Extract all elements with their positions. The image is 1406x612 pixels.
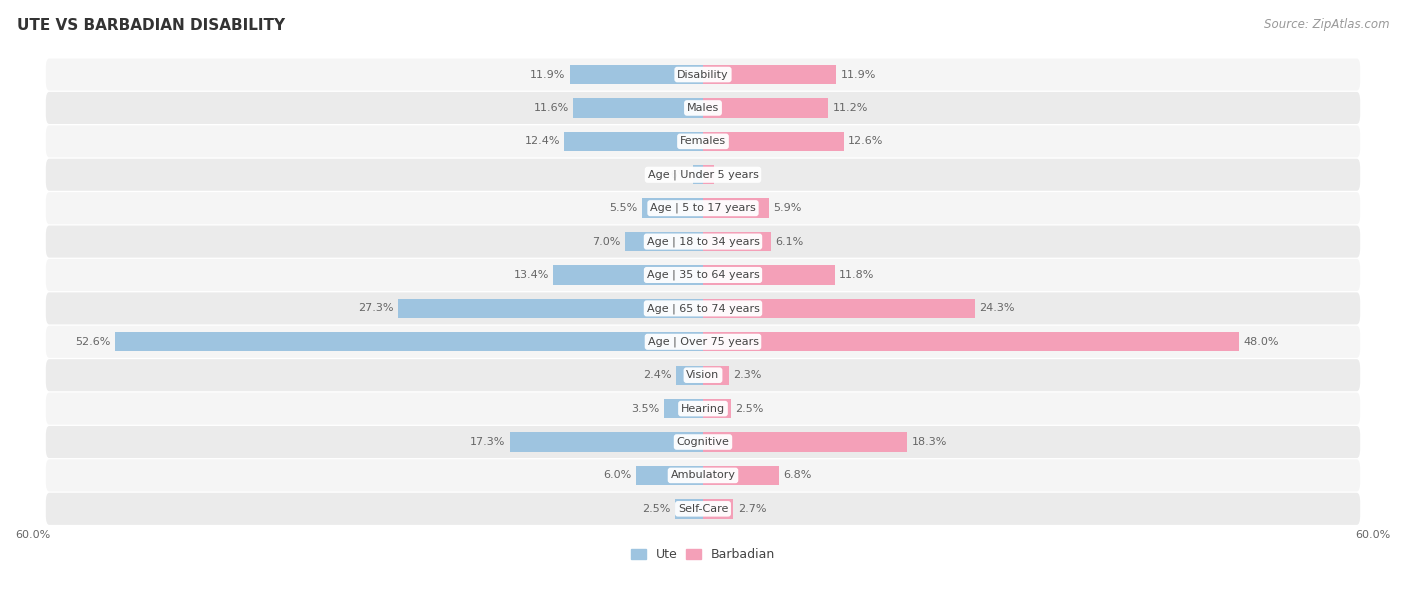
Text: Males: Males <box>688 103 718 113</box>
FancyBboxPatch shape <box>46 259 1360 291</box>
Text: 1.0%: 1.0% <box>718 170 747 180</box>
Bar <box>703 499 733 518</box>
Text: 6.0%: 6.0% <box>603 471 631 480</box>
Text: 2.5%: 2.5% <box>735 403 763 414</box>
Text: Age | 18 to 34 years: Age | 18 to 34 years <box>647 236 759 247</box>
Bar <box>703 332 1239 351</box>
Text: 60.0%: 60.0% <box>1355 529 1391 540</box>
Text: 2.3%: 2.3% <box>733 370 762 380</box>
FancyBboxPatch shape <box>46 293 1360 324</box>
Text: 12.4%: 12.4% <box>524 136 560 146</box>
Bar <box>703 198 769 218</box>
Bar <box>624 232 703 252</box>
Text: UTE VS BARBADIAN DISABILITY: UTE VS BARBADIAN DISABILITY <box>17 18 285 34</box>
Bar <box>636 466 703 485</box>
Text: 11.8%: 11.8% <box>839 270 875 280</box>
Text: Females: Females <box>681 136 725 146</box>
FancyBboxPatch shape <box>46 426 1360 458</box>
Text: Age | Under 5 years: Age | Under 5 years <box>648 170 758 180</box>
Bar <box>693 165 703 184</box>
FancyBboxPatch shape <box>46 59 1360 91</box>
Text: 13.4%: 13.4% <box>513 270 548 280</box>
Text: 0.86%: 0.86% <box>654 170 689 180</box>
FancyBboxPatch shape <box>46 392 1360 425</box>
Text: 3.5%: 3.5% <box>631 403 659 414</box>
Bar <box>115 332 703 351</box>
Bar <box>675 499 703 518</box>
Bar <box>703 265 835 285</box>
Text: 17.3%: 17.3% <box>470 437 505 447</box>
FancyBboxPatch shape <box>46 159 1360 191</box>
Bar <box>703 99 828 118</box>
FancyBboxPatch shape <box>46 226 1360 258</box>
Bar <box>703 232 770 252</box>
Text: 12.6%: 12.6% <box>848 136 883 146</box>
Bar <box>398 299 703 318</box>
FancyBboxPatch shape <box>46 493 1360 525</box>
Text: Source: ZipAtlas.com: Source: ZipAtlas.com <box>1264 18 1389 31</box>
Text: 7.0%: 7.0% <box>592 237 620 247</box>
FancyBboxPatch shape <box>46 460 1360 491</box>
Text: 11.9%: 11.9% <box>841 70 876 80</box>
Bar <box>703 399 731 418</box>
Bar <box>703 466 779 485</box>
Bar <box>569 65 703 84</box>
Text: 11.6%: 11.6% <box>534 103 569 113</box>
Text: 2.5%: 2.5% <box>643 504 671 514</box>
Text: 48.0%: 48.0% <box>1244 337 1279 347</box>
Bar <box>664 399 703 418</box>
FancyBboxPatch shape <box>46 92 1360 124</box>
Bar <box>676 365 703 385</box>
Bar <box>703 365 728 385</box>
Bar <box>703 65 837 84</box>
Bar <box>703 132 844 151</box>
Text: 2.7%: 2.7% <box>738 504 766 514</box>
Text: 11.2%: 11.2% <box>832 103 868 113</box>
Bar <box>564 132 703 151</box>
Bar <box>703 165 714 184</box>
Bar <box>703 432 907 452</box>
Text: 11.9%: 11.9% <box>530 70 565 80</box>
Bar <box>574 99 703 118</box>
Bar <box>703 299 974 318</box>
FancyBboxPatch shape <box>46 326 1360 358</box>
Text: Age | 35 to 64 years: Age | 35 to 64 years <box>647 270 759 280</box>
Text: 6.8%: 6.8% <box>783 471 811 480</box>
Legend: Ute, Barbadian: Ute, Barbadian <box>626 543 780 566</box>
Bar <box>510 432 703 452</box>
Text: Disability: Disability <box>678 70 728 80</box>
Text: 2.4%: 2.4% <box>643 370 672 380</box>
Text: Age | Over 75 years: Age | Over 75 years <box>648 337 758 347</box>
Bar <box>641 198 703 218</box>
Text: 27.3%: 27.3% <box>359 304 394 313</box>
Text: Hearing: Hearing <box>681 403 725 414</box>
Text: Ambulatory: Ambulatory <box>671 471 735 480</box>
Text: Vision: Vision <box>686 370 720 380</box>
Text: 60.0%: 60.0% <box>15 529 51 540</box>
Text: Age | 5 to 17 years: Age | 5 to 17 years <box>650 203 756 214</box>
FancyBboxPatch shape <box>46 125 1360 157</box>
Text: Self-Care: Self-Care <box>678 504 728 514</box>
Text: 6.1%: 6.1% <box>776 237 804 247</box>
FancyBboxPatch shape <box>46 359 1360 391</box>
Text: 52.6%: 52.6% <box>76 337 111 347</box>
Text: 18.3%: 18.3% <box>912 437 948 447</box>
Text: 5.5%: 5.5% <box>609 203 637 213</box>
Text: 5.9%: 5.9% <box>773 203 801 213</box>
Text: Cognitive: Cognitive <box>676 437 730 447</box>
FancyBboxPatch shape <box>46 192 1360 224</box>
Text: Age | 65 to 74 years: Age | 65 to 74 years <box>647 303 759 313</box>
Bar <box>554 265 703 285</box>
Text: 24.3%: 24.3% <box>979 304 1015 313</box>
